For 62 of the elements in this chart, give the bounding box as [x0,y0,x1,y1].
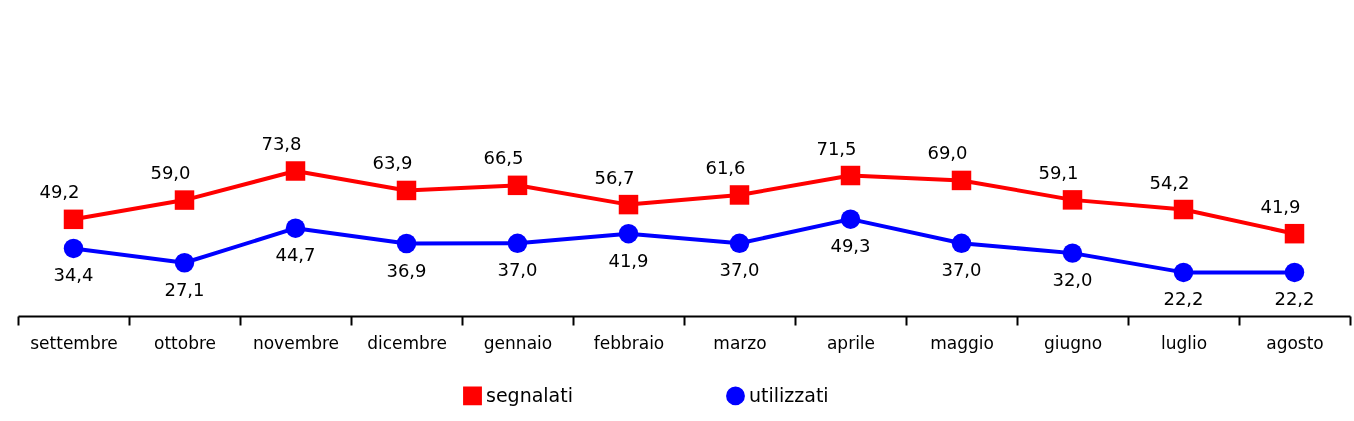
data-label: 37,0 [497,259,538,281]
data-label: 36,9 [386,259,427,281]
point [1173,199,1194,220]
data-label: 59,1 [1038,161,1079,183]
x-tick-label: settembre [30,332,118,353]
point [396,180,417,201]
point [729,185,750,205]
legend-label: segnalati [486,383,573,406]
point [840,165,861,186]
x-tick-label: aprile [826,332,876,353]
x-tick-label: luglio [1160,332,1208,353]
point [951,170,972,191]
x-tick-label: febbraio [593,332,665,353]
data-label: 41,9 [608,249,649,271]
data-label: 22,2 [1274,288,1315,310]
data-label: 61,6 [705,156,746,178]
data-label: 63,9 [372,152,413,174]
x-tick-label: ottobre [154,332,216,353]
point [396,233,417,254]
data-label: 49,3 [830,235,871,257]
data-label: 44,7 [275,244,316,266]
point [1062,243,1083,263]
data-label: 41,9 [1260,195,1301,217]
data-label: 32,0 [1052,269,1093,291]
data-label: 66,5 [483,147,524,169]
x-tick-label: dicembre [367,332,447,353]
point [285,161,306,181]
data-label: 37,0 [719,259,760,281]
legend-label: utilizzati [749,383,829,406]
point [63,209,84,230]
point [951,233,972,254]
data-label: 56,7 [594,166,635,188]
point [729,233,750,254]
point [1173,262,1194,283]
point [618,223,639,244]
point [63,238,84,259]
point [1062,190,1083,210]
data-label: 37,0 [941,259,982,281]
point [1284,262,1305,283]
data-label: 69,0 [927,142,968,164]
point [840,209,861,229]
x-tick-label: marzo [713,332,767,353]
x-tick-label: novembre [252,332,340,353]
point [1284,223,1305,244]
data-label: 71,5 [816,137,857,159]
data-label: 54,2 [1149,171,1190,193]
data-label: 22,2 [1163,288,1204,310]
point [285,218,306,238]
data-label: 49,2 [39,181,80,203]
point [618,194,639,215]
data-label: 27,1 [164,278,205,300]
data-label: 34,4 [53,264,94,286]
data-label: 73,8 [261,133,302,154]
data-label: 59,0 [150,162,191,184]
point [174,253,195,273]
x-tick-label: giugno [1043,332,1103,353]
point [507,175,528,196]
x-tick-label: gennaio [483,332,553,353]
point [174,190,195,210]
point [507,233,528,254]
x-tick-label: agosto [1266,332,1324,353]
x-tick-label: maggio [930,332,994,353]
